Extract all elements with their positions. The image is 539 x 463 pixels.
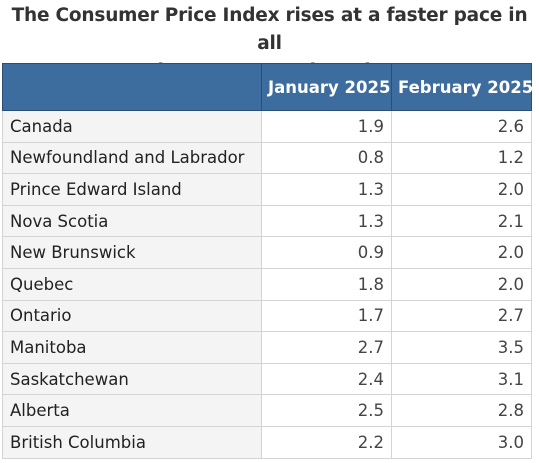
region-name-cell: New Brunswick (2, 236, 262, 269)
region-name-cell: British Columbia (2, 425, 262, 459)
february-2025-value-cell: 2.7 (391, 299, 532, 333)
january-2025-value-cell: 1.9 (261, 110, 392, 143)
january-2025-value-cell: 1.8 (261, 267, 392, 301)
region-name-cell: Newfoundland and Labrador (2, 141, 262, 175)
february-2025-value-cell: 2.6 (391, 110, 532, 143)
region-name-cell: Alberta (2, 394, 262, 427)
february-2025-value-cell: 3.0 (391, 425, 532, 459)
table-row: British Columbia 2.2 3.0 (2, 425, 532, 459)
february-2025-value-cell: 2.1 (391, 204, 532, 238)
region-name-cell: Canada (2, 110, 262, 143)
february-2025-value-cell: 2.0 (391, 267, 532, 301)
header-cell-february-2025: February 2025 (391, 63, 533, 111)
region-name-cell: Ontario (2, 299, 262, 333)
region-name-cell: Manitoba (2, 331, 262, 364)
table-row: Ontario 1.7 2.7 (2, 299, 532, 333)
header-cell-region (2, 63, 262, 111)
january-2025-value-cell: 1.3 (261, 204, 392, 238)
january-2025-value-cell: 1.7 (261, 299, 392, 333)
february-2025-value-cell: 3.1 (391, 362, 532, 396)
header-row: January 2025 February 2025 (2, 63, 533, 111)
chart-title-line-1: The Consumer Price Index rises at a fast… (11, 5, 528, 54)
region-name-cell: Quebec (2, 267, 262, 301)
table-row: Canada 1.9 2.6 (2, 110, 532, 143)
region-name-cell: Saskatchewan (2, 362, 262, 396)
january-2025-value-cell: 2.4 (261, 362, 392, 396)
february-2025-value-cell: 3.5 (391, 331, 532, 364)
january-2025-value-cell: 2.2 (261, 425, 392, 459)
header-cell-january-2025: January 2025 (261, 63, 392, 111)
january-2025-value-cell: 2.5 (261, 394, 392, 427)
january-2025-value-cell: 1.3 (261, 173, 392, 206)
february-2025-value-cell: 2.0 (391, 173, 532, 206)
table-row: New Brunswick 0.9 2.0 (2, 236, 532, 269)
table-row: Manitoba 2.7 3.5 (2, 331, 532, 364)
february-2025-value-cell: 2.0 (391, 236, 532, 269)
table-row: Saskatchewan 2.4 3.1 (2, 362, 532, 396)
region-name-cell: Prince Edward Island (2, 173, 262, 206)
table-row: Prince Edward Island 1.3 2.0 (2, 173, 532, 206)
table-body: Canada 1.9 2.6 Newfoundland and Labrador 0.8… (2, 110, 532, 459)
table-row: Alberta 2.5 2.8 (2, 394, 532, 427)
january-2025-value-cell: 0.9 (261, 236, 392, 269)
table-row: Quebec 1.8 2.0 (2, 267, 532, 301)
february-2025-value-cell: 2.8 (391, 394, 532, 427)
region-name-cell: Nova Scotia (2, 204, 262, 238)
table-row: Newfoundland and Labrador 0.8 1.2 (2, 141, 532, 175)
february-2025-value-cell: 1.2 (391, 141, 532, 175)
cpi-table: January 2025 February 2025 Canada 1.9 2.6 N… (2, 63, 533, 459)
january-2025-value-cell: 0.8 (261, 141, 392, 175)
january-2025-value-cell: 2.7 (261, 331, 392, 364)
table-row: Nova Scotia 1.3 2.1 (2, 204, 532, 238)
table-header: January 2025 February 2025 (2, 63, 533, 111)
